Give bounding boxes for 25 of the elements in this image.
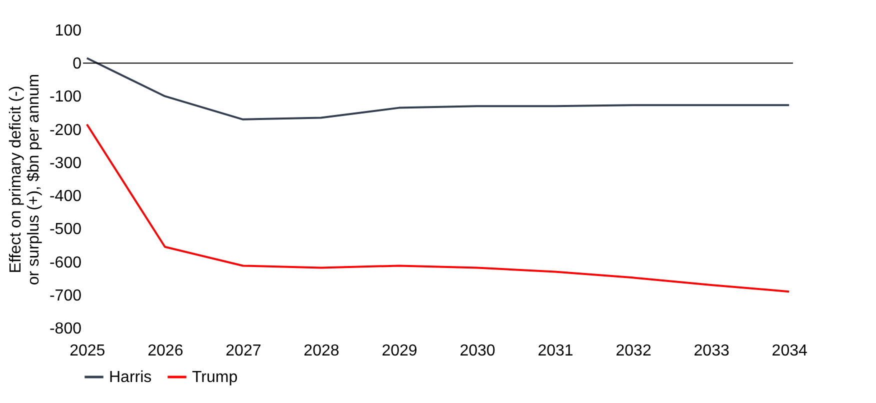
legend-label: Trump (192, 369, 238, 386)
y-axis-title: Effect on primary deficit (-) or surplus (+), $bn per annum (7, 74, 42, 286)
x-tick-label: 2026 (148, 342, 184, 360)
y-tick-label: -300 (49, 154, 82, 172)
y-tick-label: -700 (49, 287, 82, 304)
x-tick-label: 2033 (694, 342, 730, 360)
y-tick-label: -800 (49, 320, 82, 338)
x-tick-label: 2031 (538, 342, 574, 360)
x-tick-label: 2029 (382, 342, 418, 360)
line-series (86, 123, 790, 293)
y-tick-label: 100 (54, 22, 82, 40)
x-tick-label: 2032 (616, 342, 652, 360)
line-series (86, 57, 790, 120)
y-tick-label: -600 (49, 254, 82, 272)
y-tick-label: -200 (49, 122, 82, 139)
x-tick-label: 2030 (460, 342, 496, 360)
y-tick-label: 0 (72, 56, 82, 73)
y-tick-label: -400 (49, 188, 82, 206)
legend-label: Harris (109, 369, 152, 386)
y-tick-label: -500 (49, 221, 82, 238)
x-tick-label: 2027 (226, 342, 262, 360)
y-tick-label: -100 (49, 88, 82, 106)
x-tick-label: 2025 (70, 342, 106, 360)
x-tick-label: 2034 (772, 342, 808, 360)
x-tick-label: 2028 (304, 342, 340, 360)
